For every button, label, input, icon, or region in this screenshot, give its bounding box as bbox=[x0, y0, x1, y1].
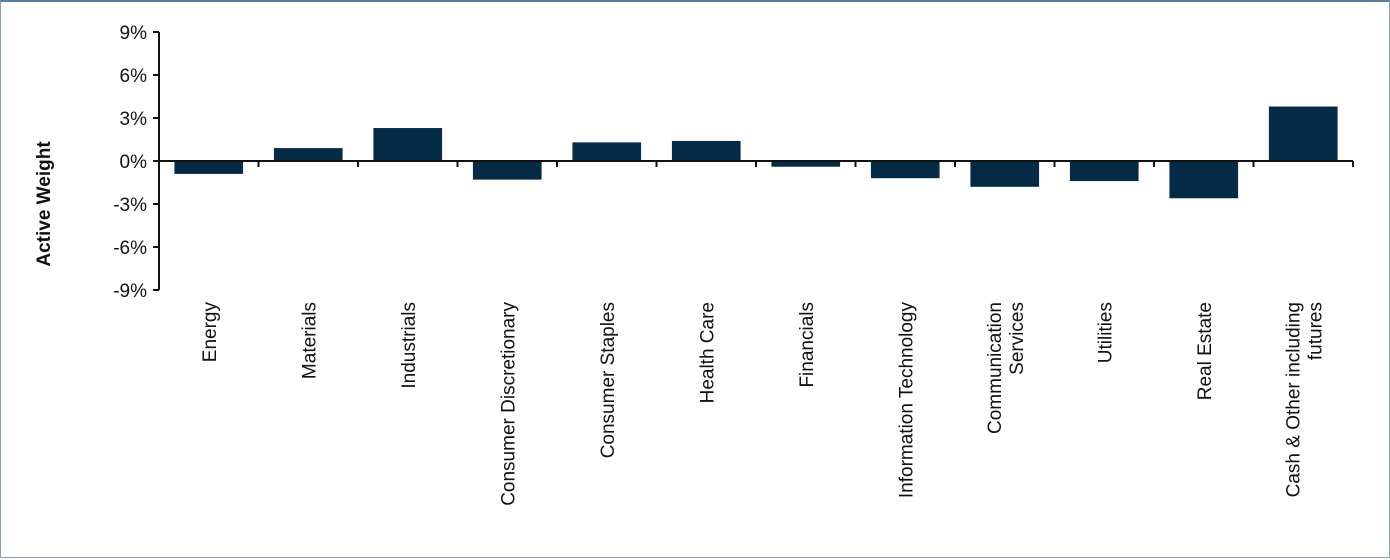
x-tick-label: Real Estate bbox=[1195, 302, 1216, 400]
x-category-label: Real Estate bbox=[1195, 302, 1216, 400]
bar bbox=[771, 161, 841, 167]
x-tick-label: Energy bbox=[200, 302, 221, 363]
x-category-label: Utilities bbox=[1095, 302, 1116, 363]
bar bbox=[671, 140, 741, 161]
bar bbox=[1169, 161, 1239, 199]
x-category-label: Industrials bbox=[399, 302, 420, 389]
bar bbox=[970, 161, 1040, 187]
y-tick-label: -9% bbox=[113, 281, 147, 302]
bar bbox=[572, 142, 642, 161]
y-tick-label: -3% bbox=[113, 195, 147, 216]
x-category-label: Information Technology bbox=[896, 302, 917, 499]
x-tick-label: Industrials bbox=[399, 302, 420, 389]
x-tick-label: Cash & Other including bbox=[1283, 302, 1304, 497]
x-tick-label: Services bbox=[1007, 302, 1028, 375]
bar bbox=[870, 161, 940, 179]
x-tick-label: Communication bbox=[985, 302, 1006, 434]
bar bbox=[273, 148, 343, 161]
x-category-label: Health Care bbox=[697, 302, 718, 403]
y-axis-ticks: 9% 6% 3% 0% -3% -6% -9% bbox=[113, 23, 159, 302]
x-category-label: Consumer Discretionary bbox=[498, 302, 519, 506]
y-axis-label: Active Weight bbox=[34, 141, 55, 267]
x-category-label: Financials bbox=[797, 302, 818, 388]
y-tick-label: 6% bbox=[120, 66, 148, 87]
x-tick-label: futures bbox=[1305, 302, 1326, 360]
bar bbox=[174, 161, 244, 174]
x-category-label: Energy bbox=[200, 302, 221, 363]
y-tick-label: -6% bbox=[113, 238, 147, 259]
x-tick-label: Materials bbox=[299, 302, 320, 379]
x-category-label: Communication Services bbox=[985, 302, 1028, 434]
y-tick-label: 3% bbox=[120, 109, 148, 130]
bar bbox=[1069, 161, 1139, 182]
bar bbox=[472, 161, 542, 180]
bar bbox=[373, 128, 443, 161]
axes bbox=[158, 32, 1354, 290]
bars bbox=[174, 106, 1338, 199]
x-tick-label: Consumer Staples bbox=[598, 302, 619, 458]
y-tick-label: 9% bbox=[120, 23, 148, 44]
x-tick-label: Consumer Discretionary bbox=[498, 302, 519, 506]
x-tick-label: Utilities bbox=[1095, 302, 1116, 363]
x-category-label: Consumer Staples bbox=[598, 302, 619, 458]
x-tick-label: Financials bbox=[797, 302, 818, 388]
x-category-label: Materials bbox=[299, 302, 320, 379]
x-axis-labels: Energy Materials Industrials Consumer Discr… bbox=[200, 302, 1327, 506]
x-tick-label: Information Technology bbox=[896, 302, 917, 499]
bar bbox=[1268, 106, 1338, 161]
x-tick-label: Health Care bbox=[697, 302, 718, 403]
x-category-label: Cash & Other including futures bbox=[1283, 302, 1326, 497]
y-tick-label: 0% bbox=[120, 152, 148, 173]
